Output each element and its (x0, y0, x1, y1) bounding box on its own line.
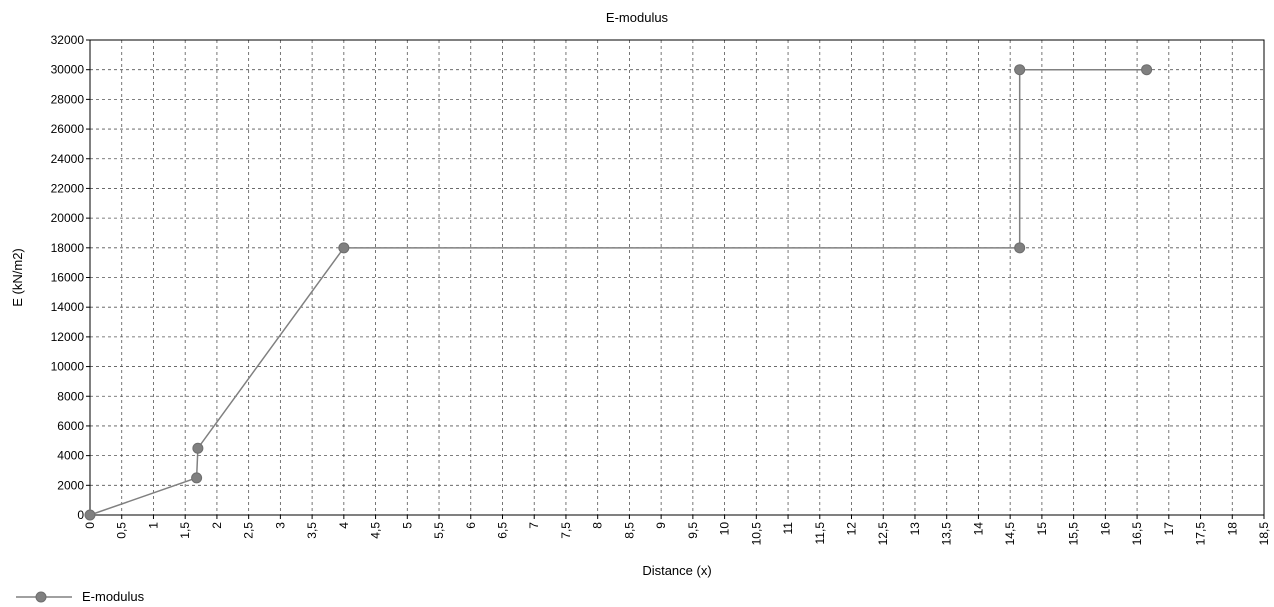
x-tick-label: 14,5 (1003, 522, 1017, 546)
x-tick-label: 2 (210, 522, 224, 529)
x-tick-label: 3,5 (305, 522, 319, 539)
x-tick-label: 17 (1162, 522, 1176, 536)
legend-marker (35, 591, 47, 603)
x-tick-label: 11,5 (813, 522, 827, 545)
y-tick-label: 14000 (51, 300, 85, 314)
y-tick-label: 16000 (51, 271, 85, 285)
y-tick-label: 22000 (51, 181, 85, 195)
y-tick-label: 28000 (51, 92, 85, 106)
x-tick-label: 11 (781, 522, 795, 535)
y-tick-label: 2000 (57, 478, 84, 492)
data-point (1014, 242, 1026, 254)
y-tick-label: 10000 (51, 360, 85, 374)
x-tick-label: 17,5 (1194, 522, 1208, 546)
y-tick-label: 8000 (57, 389, 84, 403)
x-tick-label: 16 (1098, 522, 1112, 536)
x-axis: 0 0,5 1 1,5 2 2,5 3 3,5 4 4,5 5 5,5 6 6,5 7 7,5 8 8,5 9 9,5… (83, 515, 1271, 545)
data-point (192, 442, 204, 454)
x-tick-label: 5,5 (432, 522, 446, 539)
x-tick-label: 15 (1035, 522, 1049, 536)
x-tick-label: 7 (527, 522, 541, 529)
y-tick-label: 20000 (51, 211, 85, 225)
x-tick-label: 0,5 (115, 522, 129, 539)
x-tick-label: 9,5 (686, 522, 700, 539)
x-tick-label: 15,5 (1067, 522, 1081, 546)
y-tick-label: 24000 (51, 152, 85, 166)
legend-entry-e-modulus: E-modulus (82, 589, 145, 604)
x-tick-label: 6 (464, 522, 478, 529)
data-point (84, 509, 96, 521)
x-tick-label: 9 (654, 522, 668, 529)
x-tick-label: 8 (591, 522, 605, 529)
grid (90, 39, 1264, 515)
y-tick-label: 32000 (51, 33, 85, 47)
x-tick-label: 13,5 (940, 522, 954, 546)
x-tick-label: 16,5 (1130, 522, 1144, 546)
data-point (1014, 64, 1026, 76)
x-tick-label: 18,5 (1257, 522, 1271, 546)
data-point (338, 242, 350, 254)
legend: E-modulus (16, 589, 145, 604)
data-point (191, 472, 203, 484)
data-point (1141, 64, 1153, 76)
x-tick-label: 13 (908, 522, 922, 536)
y-tick-label: 0 (77, 508, 84, 522)
y-tick-label: 6000 (57, 419, 84, 433)
x-tick-label: 4,5 (369, 522, 383, 539)
x-tick-label: 8,5 (622, 522, 636, 539)
chart-title: E-modulus (606, 10, 669, 25)
y-tick-label: 18000 (51, 241, 85, 255)
x-tick-label: 1 (146, 522, 160, 529)
x-tick-label: 10 (718, 522, 732, 536)
x-tick-label: 2,5 (242, 522, 256, 539)
x-axis-label: Distance (x) (642, 563, 711, 578)
x-tick-label: 1,5 (178, 522, 192, 539)
y-tick-label: 12000 (51, 330, 85, 344)
series-e-modulus (84, 64, 1153, 521)
x-tick-label: 4 (337, 522, 351, 529)
x-tick-label: 14 (971, 522, 985, 536)
y-tick-label: 26000 (51, 122, 85, 136)
y-tick-label: 30000 (51, 63, 85, 77)
y-axis: 0 2000 4000 6000 8000 10000 12000 14000 16000 180… (51, 33, 90, 522)
x-tick-label: 12,5 (876, 522, 890, 546)
x-tick-label: 0 (83, 522, 97, 529)
x-tick-label: 7,5 (559, 522, 573, 539)
y-tick-label: 4000 (57, 449, 84, 463)
x-tick-label: 12 (845, 522, 859, 536)
x-tick-label: 3 (273, 522, 287, 529)
x-tick-label: 6,5 (495, 522, 509, 539)
y-axis-label: E (kN/m2) (10, 248, 25, 307)
x-tick-label: 10,5 (749, 522, 763, 546)
x-tick-label: 18 (1225, 522, 1239, 536)
x-tick-label: 5 (400, 522, 414, 529)
